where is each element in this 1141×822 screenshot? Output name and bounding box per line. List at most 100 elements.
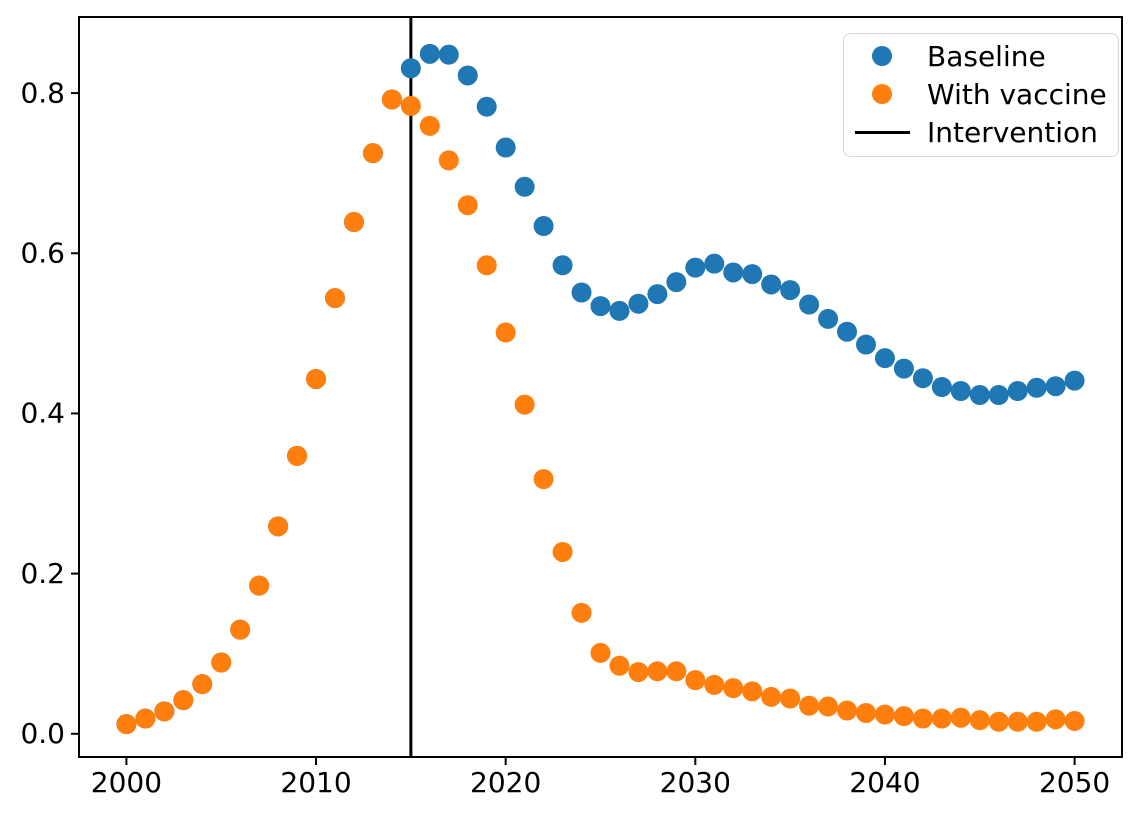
data-point-baseline	[855, 334, 876, 355]
data-point-baseline	[780, 280, 801, 301]
data-point-with-vaccine	[211, 652, 232, 673]
data-point-with-vaccine	[780, 688, 801, 709]
with-vaccine-dot-icon	[872, 84, 892, 104]
y-tick-label: 0.2	[20, 557, 65, 590]
data-point-with-vaccine	[818, 696, 839, 717]
legend-item-with-vaccine: With vaccine	[844, 75, 1118, 113]
data-point-with-vaccine	[1064, 710, 1085, 731]
data-point-with-vaccine	[685, 670, 706, 691]
y-tick-label: 0.4	[20, 397, 65, 430]
x-tick-label: 2020	[470, 766, 541, 799]
data-point-baseline	[723, 262, 744, 283]
data-point-baseline	[799, 294, 820, 315]
legend-item-intervention: Intervention	[844, 113, 1118, 151]
data-point-with-vaccine	[249, 575, 270, 596]
y-tick-label: 0.6	[20, 236, 65, 269]
data-point-with-vaccine	[495, 322, 516, 343]
data-point-with-vaccine	[988, 711, 1009, 732]
axes-frame	[78, 16, 1123, 758]
data-point-baseline	[1026, 377, 1047, 398]
data-point-baseline	[647, 284, 668, 305]
data-point-with-vaccine	[1026, 711, 1047, 732]
data-point-with-vaccine	[381, 89, 402, 110]
data-point-with-vaccine	[533, 469, 554, 490]
data-point-with-vaccine	[306, 368, 327, 389]
data-point-with-vaccine	[268, 516, 289, 537]
legend-marker-col	[851, 46, 913, 66]
data-point-baseline	[818, 308, 839, 329]
x-tick-label: 2010	[280, 766, 351, 799]
data-point-baseline	[874, 348, 895, 369]
data-point-with-vaccine	[135, 708, 156, 729]
data-point-baseline	[514, 176, 535, 197]
data-point-with-vaccine	[874, 704, 895, 725]
data-point-with-vaccine	[912, 708, 933, 729]
data-point-baseline	[893, 358, 914, 379]
legend-label-intervention: Intervention	[927, 115, 1098, 149]
data-point-baseline	[1045, 376, 1066, 397]
legend-label-with-vaccine: With vaccine	[927, 77, 1107, 111]
data-point-with-vaccine	[571, 602, 592, 623]
data-point-baseline	[457, 65, 478, 86]
data-point-with-vaccine	[552, 541, 573, 562]
data-point-with-vaccine	[950, 707, 971, 728]
x-tick-label: 2030	[660, 766, 731, 799]
data-point-baseline	[533, 216, 554, 237]
data-point-with-vaccine	[476, 255, 497, 276]
x-tick-label: 2000	[91, 766, 162, 799]
intervention-line-icon	[854, 130, 910, 134]
data-point-baseline	[1007, 381, 1028, 402]
data-point-with-vaccine	[192, 674, 213, 695]
data-point-with-vaccine	[438, 150, 459, 171]
data-point-baseline	[969, 385, 990, 406]
legend-label-baseline: Baseline	[927, 39, 1046, 73]
data-point-baseline	[419, 43, 440, 64]
data-point-with-vaccine	[609, 655, 630, 676]
data-point-with-vaccine	[761, 686, 782, 707]
data-point-baseline	[590, 296, 611, 317]
legend-marker-col	[851, 84, 913, 104]
data-point-with-vaccine	[969, 710, 990, 731]
data-point-with-vaccine	[419, 115, 440, 136]
data-point-baseline	[761, 274, 782, 295]
data-point-with-vaccine	[837, 700, 858, 721]
data-point-with-vaccine	[343, 212, 364, 233]
data-point-with-vaccine	[704, 674, 725, 695]
x-tick-label: 2050	[1039, 766, 1110, 799]
data-point-baseline	[666, 272, 687, 293]
data-point-with-vaccine	[362, 143, 383, 164]
data-point-with-vaccine	[893, 706, 914, 727]
data-point-baseline	[685, 257, 706, 278]
data-point-with-vaccine	[173, 690, 194, 711]
data-point-baseline	[1064, 370, 1085, 391]
data-point-baseline	[931, 377, 952, 397]
data-point-with-vaccine	[742, 681, 763, 702]
data-point-with-vaccine	[1045, 709, 1066, 730]
data-point-baseline	[742, 264, 763, 285]
data-point-with-vaccine	[628, 662, 649, 683]
data-point-baseline	[400, 58, 421, 79]
data-point-baseline	[438, 44, 459, 65]
data-point-with-vaccine	[723, 678, 744, 699]
data-point-baseline	[837, 321, 858, 342]
data-point-baseline	[552, 255, 573, 276]
data-point-with-vaccine	[514, 394, 535, 415]
data-point-with-vaccine	[647, 661, 668, 682]
data-point-baseline	[988, 385, 1009, 406]
legend-marker-col	[851, 130, 913, 134]
data-point-with-vaccine	[1007, 711, 1028, 732]
data-point-baseline	[476, 96, 497, 117]
data-point-with-vaccine	[400, 95, 421, 116]
y-tick-label: 0.0	[20, 717, 65, 750]
y-tick-label: 0.8	[20, 76, 65, 109]
data-point-with-vaccine	[230, 619, 251, 640]
data-point-with-vaccine	[799, 695, 820, 716]
data-point-with-vaccine	[666, 661, 687, 682]
data-point-with-vaccine	[855, 702, 876, 723]
data-point-with-vaccine	[116, 714, 137, 735]
data-point-with-vaccine	[931, 708, 952, 729]
data-point-with-vaccine	[457, 195, 478, 216]
data-point-baseline	[571, 282, 592, 303]
x-tick-label: 2040	[849, 766, 920, 799]
legend: Baseline With vaccine Intervention	[843, 33, 1119, 157]
